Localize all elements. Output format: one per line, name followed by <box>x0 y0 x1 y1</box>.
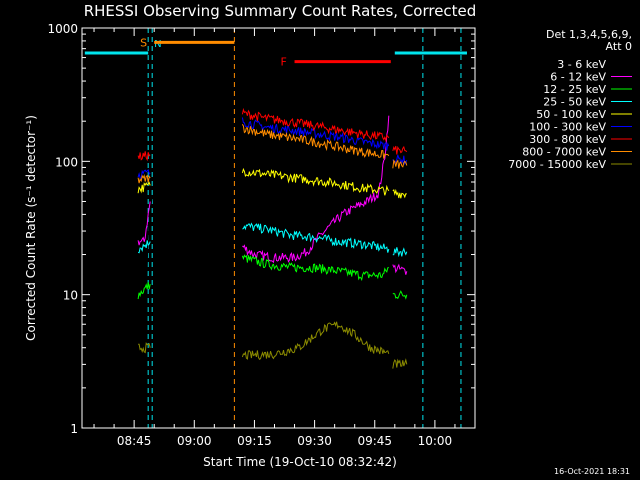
x-tick-label: 10:00 <box>418 434 453 448</box>
series-line-6-segment-2 <box>241 117 390 151</box>
plot-frame <box>81 27 476 429</box>
legend-label-8: 800 - 7000 keV <box>522 146 606 159</box>
x-tick-label: 09:30 <box>297 434 332 448</box>
legend-header-line-1: Det 1,3,4,5,6,9, <box>546 28 632 41</box>
series-line-9-segment-3 <box>392 358 408 369</box>
series-line-5-segment-1 <box>137 181 151 194</box>
series-line-6-segment-1 <box>137 169 151 180</box>
flag-label-s: S <box>140 36 147 49</box>
legend-label-6: 100 - 300 keV <box>529 121 606 134</box>
chart-title: RHESSI Observing Summary Count Rates, Co… <box>84 2 477 20</box>
timestamp: 16-Oct-2021 18:31 <box>554 467 630 476</box>
legend-label-3: 12 - 25 keV <box>543 83 606 96</box>
legend-header-line-2: Att 0 <box>606 40 632 53</box>
series-line-7-segment-2 <box>241 107 390 143</box>
legend-label-9: 7000 - 15000 keV <box>508 158 606 171</box>
series-line-4-segment-1 <box>137 240 151 254</box>
legend-label-1: 3 - 6 keV <box>557 58 606 71</box>
x-tick-label: 09:15 <box>237 434 272 448</box>
series-line-5-segment-2 <box>241 167 390 196</box>
series-line-1-segment-2 <box>241 121 390 307</box>
series-line-7-segment-1 <box>137 151 151 162</box>
series-line-9-segment-1 <box>138 342 151 354</box>
series-line-4-segment-3 <box>392 247 408 258</box>
series-line-3-segment-2 <box>241 254 389 282</box>
y-tick-label: 100 <box>55 155 78 169</box>
series-line-8-segment-3 <box>392 159 408 169</box>
axes-layer: 1 10 100 1000 08:45 09:00 09:15 09:30 09:45 10:00 <box>47 22 476 448</box>
legend-label-5: 50 - 100 keV <box>536 108 606 121</box>
series-line-7-segment-3 <box>392 145 408 155</box>
y-tick-label: 1000 <box>47 22 78 36</box>
legend-label-2: 6 - 12 keV <box>550 71 606 84</box>
y-tick-label: 10 <box>63 289 78 303</box>
flag-label-f: F <box>281 56 287 69</box>
data-layer: NS F <box>84 28 467 428</box>
series-line-2-segment-1 <box>137 201 151 246</box>
y-tick-label: 1 <box>70 422 78 436</box>
series-line-3-segment-3 <box>392 290 408 300</box>
series-line-1-segment-3 <box>392 403 408 413</box>
x-tick-label: 09:00 <box>177 434 212 448</box>
series-line-8-segment-2 <box>241 123 390 159</box>
series-line-5-segment-3 <box>392 188 407 199</box>
series-line-9-segment-2 <box>241 321 390 360</box>
x-tick-label: 08:45 <box>117 434 152 448</box>
x-tick-label: 09:45 <box>357 434 392 448</box>
x-axis-label: Start Time (19-Oct-10 08:32:42) <box>203 455 397 469</box>
legend-label-4: 25 - 50 keV <box>543 96 606 109</box>
series-line-3-segment-1 <box>137 282 151 300</box>
legend-label-7: 300 - 800 keV <box>529 133 606 146</box>
series-line-8-segment-1 <box>137 173 151 184</box>
series-line-2-segment-3 <box>392 263 408 275</box>
series-line-2-segment-2 <box>242 115 390 264</box>
series-line-1-segment-1 <box>139 195 153 370</box>
y-axis-label: Corrected Count Rate (s⁻¹ detector⁻¹) <box>24 115 38 341</box>
series-line-4-segment-2 <box>242 222 390 253</box>
time-marker-label: N <box>154 39 161 50</box>
